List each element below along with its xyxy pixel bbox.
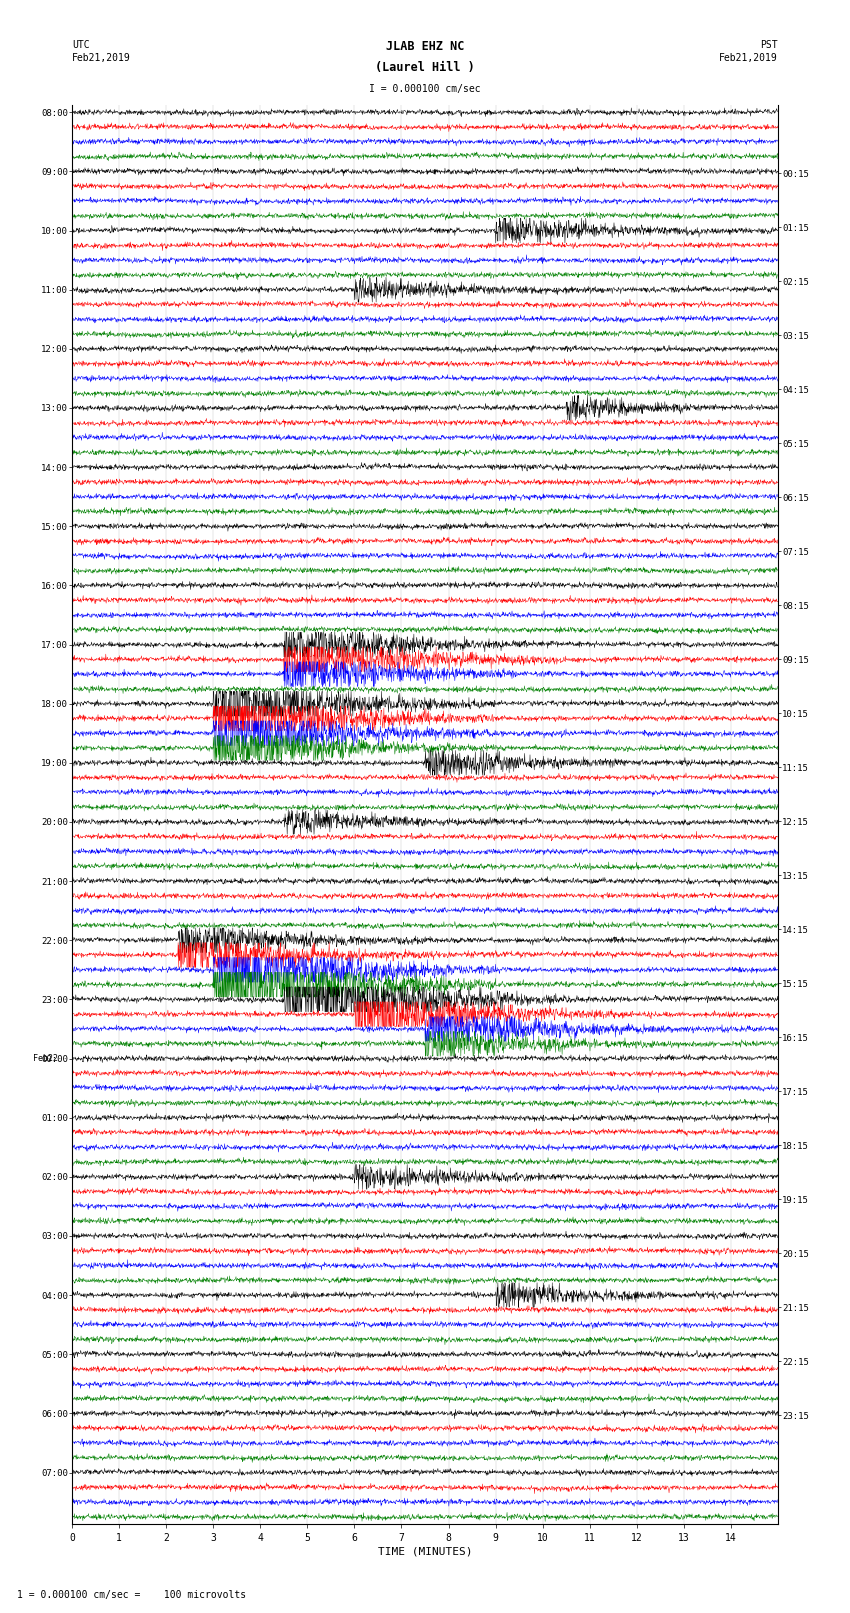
Text: Feb22: Feb22: [33, 1053, 58, 1063]
Text: I = 0.000100 cm/sec: I = 0.000100 cm/sec: [369, 84, 481, 94]
Text: JLAB EHZ NC: JLAB EHZ NC: [386, 40, 464, 53]
Text: UTC
Feb21,2019: UTC Feb21,2019: [72, 40, 131, 63]
X-axis label: TIME (MINUTES): TIME (MINUTES): [377, 1547, 473, 1557]
Text: 1 = 0.000100 cm/sec =    100 microvolts: 1 = 0.000100 cm/sec = 100 microvolts: [17, 1590, 246, 1600]
Text: (Laurel Hill ): (Laurel Hill ): [375, 61, 475, 74]
Text: PST
Feb21,2019: PST Feb21,2019: [719, 40, 778, 63]
